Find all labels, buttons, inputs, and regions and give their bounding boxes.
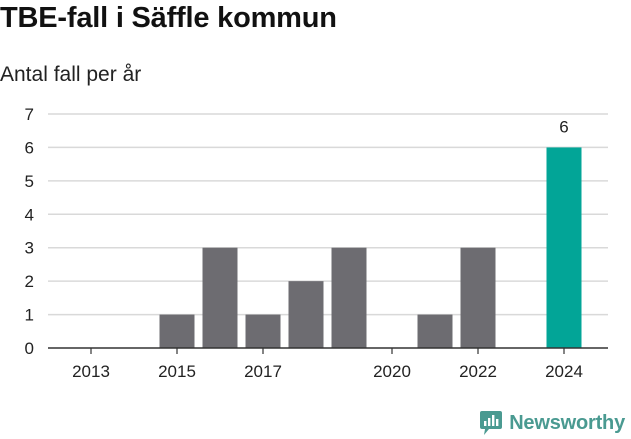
bar-2015 bbox=[159, 314, 195, 348]
x-tick-label: 2013 bbox=[72, 362, 110, 381]
bar-2018 bbox=[288, 281, 324, 348]
x-tick-label: 2017 bbox=[244, 362, 282, 381]
brand-name: Newsworthy bbox=[509, 411, 625, 434]
y-tick-label: 5 bbox=[25, 172, 34, 191]
bar-2024 bbox=[546, 147, 582, 348]
newsworthy-logo-icon bbox=[480, 411, 503, 435]
newsworthy-brand: Newsworthy bbox=[479, 410, 625, 436]
y-tick-label: 1 bbox=[25, 306, 34, 325]
bar-2016 bbox=[202, 247, 238, 348]
data-label: 6 bbox=[559, 117, 568, 136]
x-tick-label: 2015 bbox=[158, 362, 196, 381]
chart-subtitle: Antal fall per år bbox=[0, 63, 142, 86]
y-tick-label: 6 bbox=[25, 138, 34, 157]
y-tick-label: 7 bbox=[25, 105, 34, 124]
x-tick-label: 2024 bbox=[545, 362, 583, 381]
bar-2017 bbox=[245, 314, 281, 348]
y-tick-label: 0 bbox=[25, 339, 34, 358]
bar-2019 bbox=[331, 247, 367, 348]
x-tick-label: 2022 bbox=[459, 362, 497, 381]
y-tick-label: 3 bbox=[25, 239, 34, 258]
x-tick-label: 2020 bbox=[373, 362, 411, 381]
y-tick-label: 2 bbox=[25, 272, 34, 291]
bar-2021 bbox=[417, 314, 453, 348]
y-tick-label: 4 bbox=[25, 205, 34, 224]
bar-2022 bbox=[460, 247, 496, 348]
chart-title: TBE-fall i Säffle kommun bbox=[0, 2, 337, 34]
